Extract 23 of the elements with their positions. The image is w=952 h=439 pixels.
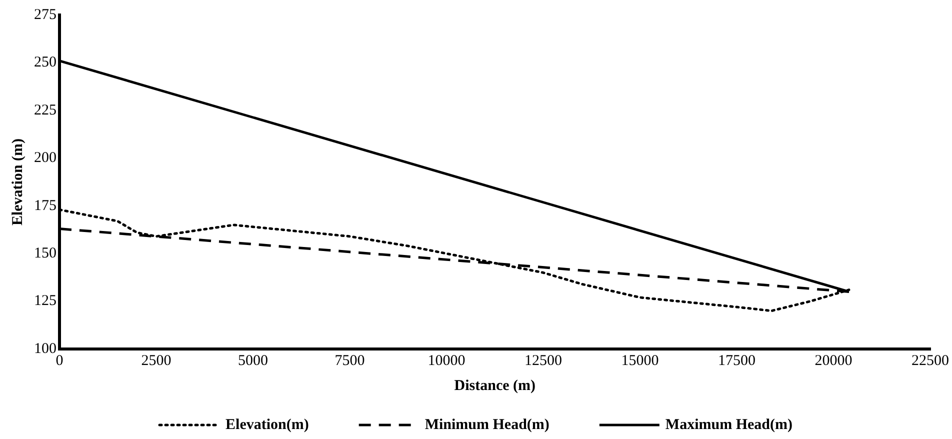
x-tick-label: 7500 — [334, 352, 365, 369]
y-tick-label: 250 — [34, 54, 56, 71]
x-tick-label: 12500 — [524, 352, 562, 369]
x-tick-label: 20000 — [814, 352, 852, 369]
y-tick-label: 150 — [34, 246, 56, 262]
legend-label: Minimum Head(m) — [424, 416, 550, 433]
x-tick-label: 10000 — [428, 352, 466, 369]
y-tick-label: 200 — [34, 150, 56, 166]
x-tick-label: 17500 — [718, 352, 756, 369]
y-tick-label: 175 — [34, 198, 56, 214]
legend-label: Maximum Head(m) — [665, 416, 792, 433]
x-axis-title: Distance (m) — [454, 378, 536, 394]
y-tick-label: 225 — [34, 102, 56, 118]
y-axis-title: Elevation (m) — [10, 138, 26, 226]
x-tick-label: 15000 — [621, 352, 659, 369]
y-tick-label: 100 — [34, 340, 56, 357]
y-tick-label: 125 — [34, 293, 56, 310]
x-tick-label: 2500 — [141, 352, 172, 369]
x-tick-label: 5000 — [238, 352, 268, 369]
x-tick-label: 22500 — [912, 352, 949, 369]
legend-label: Elevation(m) — [226, 416, 309, 433]
x-tick-label: 0 — [56, 352, 64, 369]
y-tick-label: 275 — [34, 6, 56, 23]
